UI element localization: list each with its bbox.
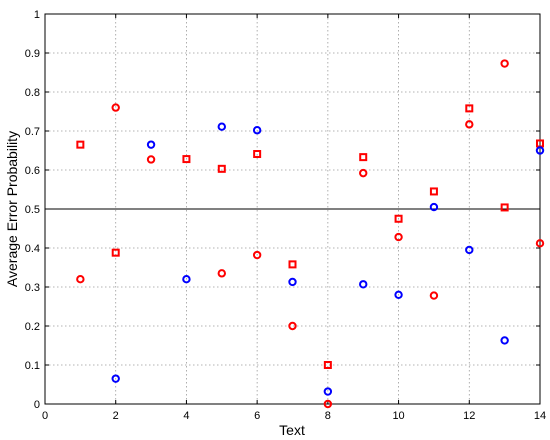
data-point-series-3	[252, 126, 262, 135]
data-point-series-2	[359, 168, 368, 178]
y-tick-label: 1	[34, 9, 40, 21]
y-tick-label: 0.6	[25, 165, 40, 177]
data-point-series-2	[146, 155, 156, 164]
data-point-series-2	[465, 120, 474, 129]
data-point-series-1	[429, 187, 438, 196]
axis-ticks: 0 2 4 6 8 10 12 14 0 0.1 0.2 0.3 0.4 0.5 0.6 0.7 0.8 0.9 1	[25, 9, 546, 422]
y-tick-label: 0.4	[25, 243, 40, 255]
y-tick-label: 0.1	[25, 360, 40, 372]
x-tick-label: 14	[534, 410, 546, 422]
data-point-series-2	[76, 275, 85, 284]
data-point-series-2	[500, 59, 509, 68]
y-tick-label: 0.5	[25, 204, 40, 216]
y-tick-label: 0.8	[25, 87, 40, 99]
y-tick-label: 0.9	[25, 48, 40, 60]
data-point-series-2	[394, 232, 403, 242]
data-point-series-3	[182, 275, 191, 284]
x-tick-label: 4	[183, 410, 189, 422]
y-tick-label: 0.7	[25, 126, 40, 138]
data-point-series-1	[394, 214, 403, 223]
data-point-series-3	[288, 277, 297, 287]
data-point-series-2	[288, 321, 297, 331]
data-point-series-2	[535, 239, 545, 248]
data-point-series-3	[111, 374, 120, 383]
data-point-series-3	[535, 146, 545, 155]
data-point-series-1	[465, 104, 474, 113]
y-axis-label: Average Error Probability	[4, 131, 20, 287]
x-tick-label: 6	[254, 410, 260, 422]
x-tick-label: 0	[42, 410, 48, 422]
x-tick-label: 2	[113, 410, 119, 422]
x-axis-label: Text	[279, 422, 305, 438]
data-point-series-3	[429, 202, 439, 212]
data-point-series-3	[323, 387, 333, 396]
data-point-series-1	[288, 260, 297, 269]
y-tick-label: 0	[34, 399, 40, 411]
data-point-series-3	[146, 140, 156, 149]
data-point-series-1	[500, 203, 509, 212]
data-point-series-1	[323, 361, 332, 369]
data-point-series-3	[394, 290, 403, 299]
data-point-series-3	[465, 245, 474, 255]
data-point-series-2	[111, 103, 120, 112]
data-point-series-1	[253, 150, 262, 159]
data-point-series-2	[429, 291, 439, 300]
data-point-series-3	[217, 122, 226, 131]
data-point-series-2	[323, 399, 333, 409]
x-tick-label: 12	[463, 410, 475, 422]
x-tick-label: 8	[325, 410, 331, 422]
data-point-series-1	[76, 140, 85, 149]
data-point-series-3	[500, 336, 509, 345]
data-point-series-1	[359, 153, 368, 162]
data-point-series-1	[111, 248, 120, 257]
data-point-series-2	[217, 269, 226, 278]
data-point-series-1	[182, 155, 191, 164]
data-point-series-3	[359, 280, 368, 289]
data-point-series-1	[217, 164, 226, 173]
y-tick-label: 0.2	[25, 321, 40, 333]
data-point-series-2	[252, 250, 262, 260]
y-tick-label: 0.3	[25, 282, 40, 294]
x-tick-label: 10	[392, 410, 404, 422]
data-points	[76, 59, 545, 409]
